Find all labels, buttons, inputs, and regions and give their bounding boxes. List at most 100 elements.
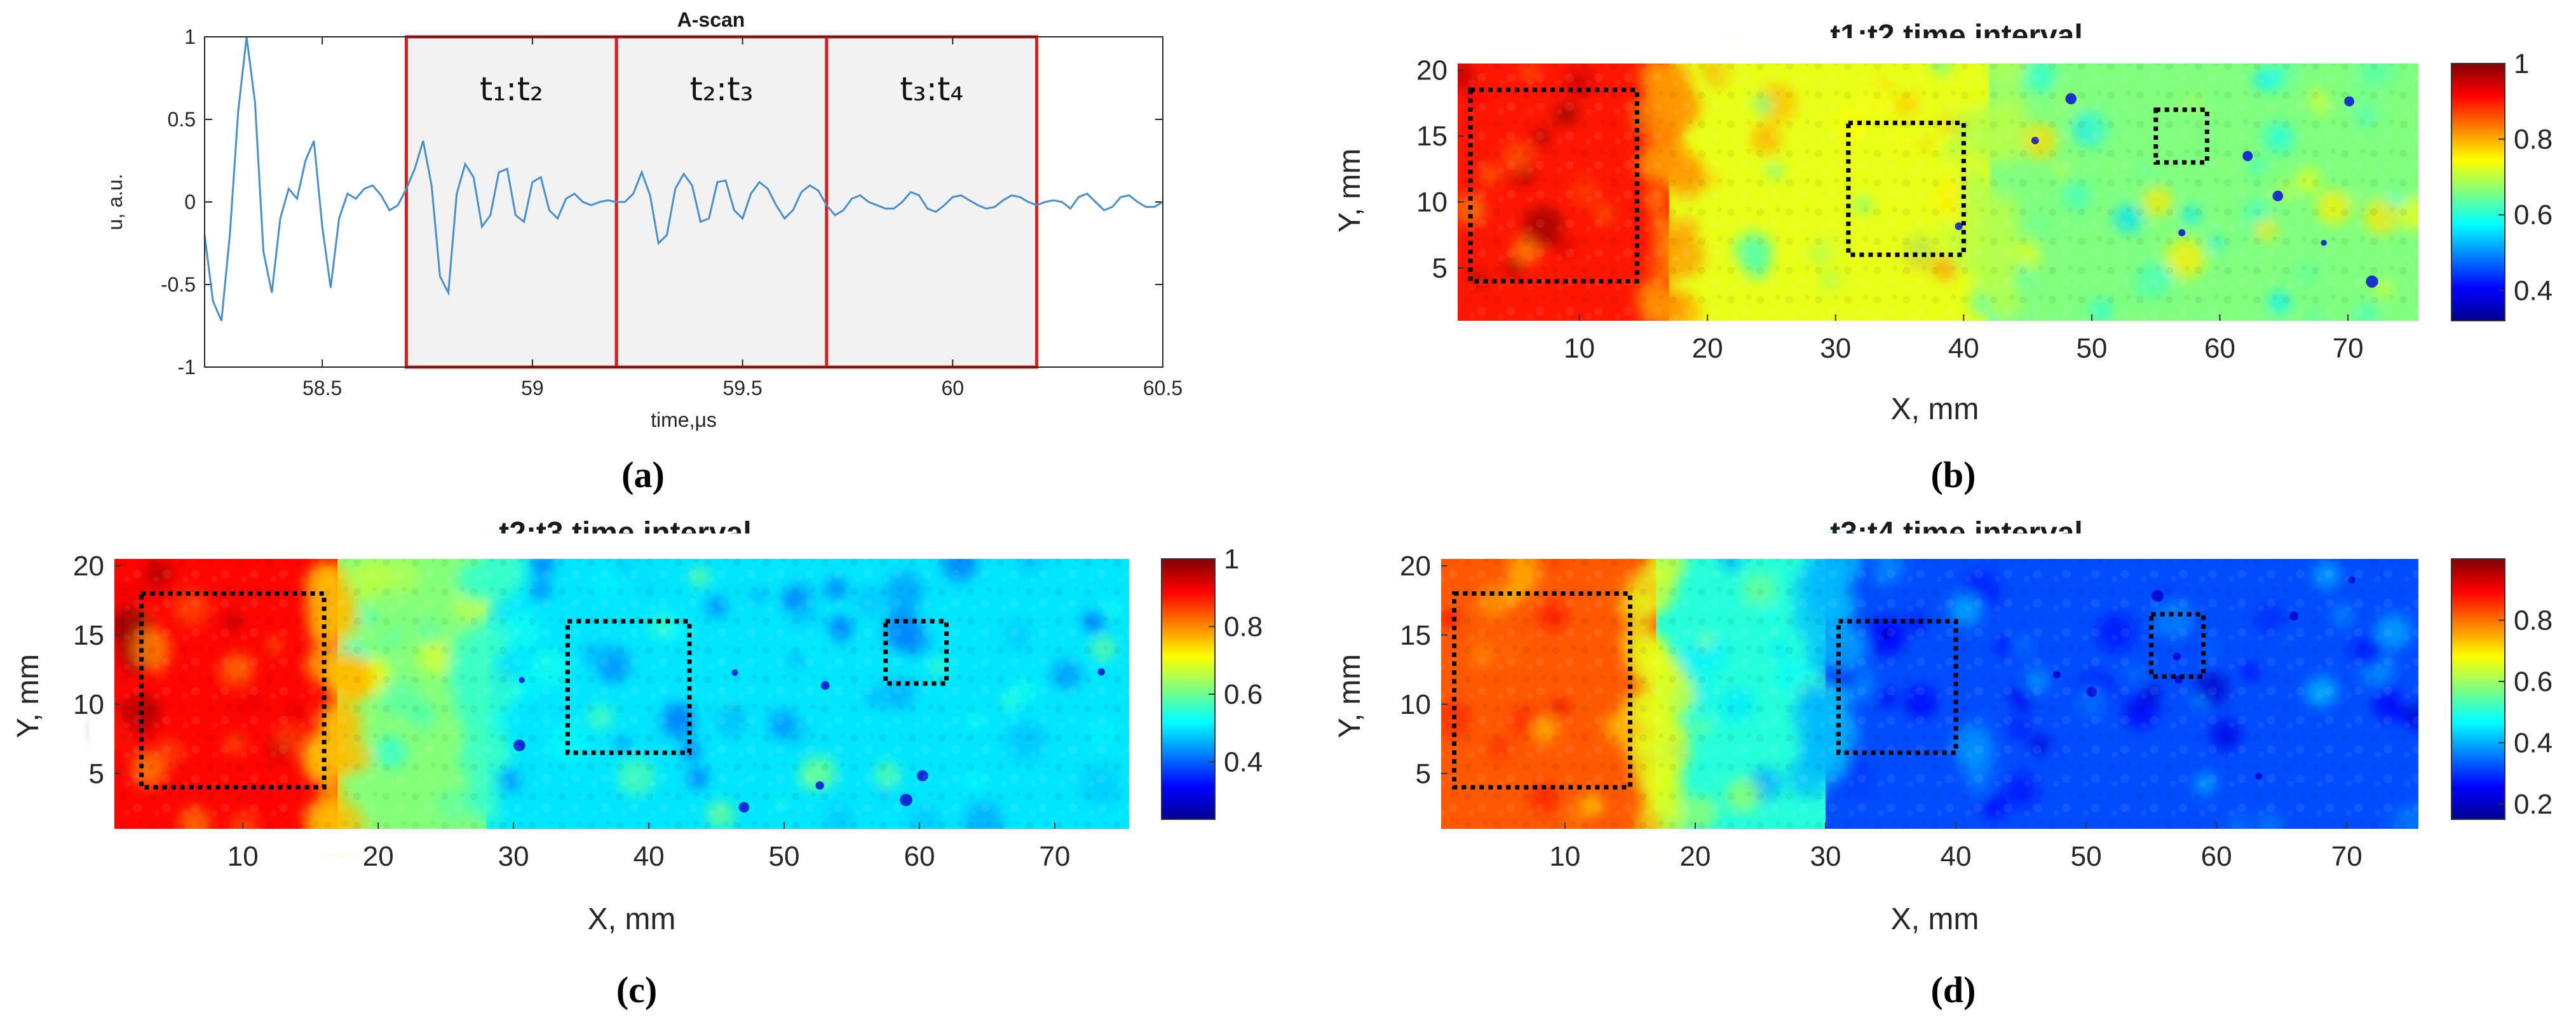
defect-boxes bbox=[1468, 88, 2209, 284]
x-tick-label: 10 bbox=[227, 841, 259, 872]
heatmap-mottle bbox=[1458, 64, 2418, 321]
interval-label: t₁:t₂ bbox=[480, 70, 543, 109]
y-tick-label: 5 bbox=[89, 758, 104, 789]
subfigure-label: (d) bbox=[1931, 969, 1976, 1010]
x-axis-label: X, mm bbox=[1891, 903, 1979, 936]
colorbar: 0.2 0.4 0.6 0.8 bbox=[2451, 558, 2552, 820]
axis-ticks: 10 20 30 40 50 60 70 5 10 15 20 bbox=[1400, 551, 2362, 872]
x-tick-label: 10 bbox=[1549, 841, 1580, 872]
y-tick-label: 1 bbox=[184, 25, 196, 48]
y-tick-label: 20 bbox=[1400, 551, 1431, 582]
y-tick-label: 5 bbox=[1432, 253, 1447, 284]
colorbar: 0.4 0.6 0.8 1 bbox=[2451, 48, 2552, 321]
heatmap-panel-d: t3:t4 time interval 10 20 30 40 50 60 70510152… bbox=[1333, 516, 2552, 1010]
heatmap-mask bbox=[2418, 38, 2444, 346]
defect-box bbox=[565, 619, 692, 755]
x-tick-label: 60 bbox=[904, 841, 935, 872]
x-tick-label: 60 bbox=[942, 377, 965, 399]
subfigure-label: (a) bbox=[621, 454, 665, 495]
y-axis-label: Y, mm bbox=[11, 654, 45, 738]
y-axis-label: Y, mm bbox=[1333, 654, 1367, 738]
colorbar-tick-label: 0.6 bbox=[2514, 199, 2552, 231]
colorbar-gradient bbox=[1161, 558, 1216, 820]
x-tick-label: 60 bbox=[2201, 841, 2232, 872]
heatmap-mask bbox=[1416, 829, 2444, 854]
heatmap-mask bbox=[89, 829, 1155, 854]
ascan-panel: A-scan t₁:t₂ t₂:t₃ t₃:t₄ 58.5 59 59.5 60 60.5 … bbox=[104, 8, 1183, 495]
defect-box bbox=[2153, 107, 2209, 165]
y-tick-label: 10 bbox=[73, 689, 104, 720]
y-axis-label: Y, mm bbox=[1333, 149, 1367, 232]
y-axis-label: u, a.u. bbox=[104, 174, 126, 231]
defect-boxes bbox=[139, 591, 949, 790]
heatmap-mask bbox=[89, 533, 114, 854]
x-tick-label: 58.5 bbox=[302, 377, 342, 399]
heatmap-mask bbox=[1432, 38, 2444, 64]
x-tick-label: 30 bbox=[1810, 841, 1841, 872]
x-tick-label: 40 bbox=[1941, 841, 1972, 872]
y-tick-label: 20 bbox=[1416, 55, 1447, 86]
colorbar-tick-label: 0.6 bbox=[1224, 679, 1263, 710]
y-tick-label: 10 bbox=[1400, 689, 1431, 720]
heatmap-mask bbox=[1432, 38, 1458, 346]
colorbar-gradient bbox=[2451, 558, 2505, 820]
y-tick-label: 15 bbox=[1416, 121, 1447, 152]
y-tick-labels: -1 -0.5 0 0.5 1 bbox=[161, 25, 196, 379]
heatmap-mottle bbox=[1441, 559, 2418, 829]
heatmap-image bbox=[1416, 533, 2444, 854]
y-tick-label: 15 bbox=[1400, 620, 1431, 651]
heatmap-panel-c: t2:t3 time interval 10 20 30 40 50 60 70510152… bbox=[11, 516, 1263, 1010]
colorbar-tick-label: 0.4 bbox=[2514, 727, 2552, 758]
colorbar-gradient bbox=[2451, 63, 2505, 321]
interval-boxes: t₁:t₂ t₂:t₃ t₃:t₄ bbox=[404, 35, 1039, 369]
series-line bbox=[203, 36, 1163, 321]
y-tick-label: -1 bbox=[178, 356, 196, 379]
y-tick-label: 5 bbox=[1416, 758, 1431, 789]
colorbar-tick-label: 0.4 bbox=[2514, 275, 2552, 306]
x-tick-label: 50 bbox=[2076, 333, 2107, 364]
x-tick-label: 20 bbox=[1679, 841, 1711, 872]
defect-box bbox=[2149, 612, 2206, 679]
x-tick-label: 70 bbox=[1039, 841, 1070, 872]
x-tick-label: 59 bbox=[521, 377, 544, 399]
x-axis-label: X, mm bbox=[588, 903, 676, 936]
x-axis-label: X, mm bbox=[1891, 393, 1979, 426]
x-tick-label: 59.5 bbox=[722, 377, 762, 399]
interval-box bbox=[404, 35, 618, 369]
heatmap-mask bbox=[2418, 533, 2444, 854]
subfigure-label: (c) bbox=[616, 969, 657, 1010]
subfigure-label: (b) bbox=[1931, 454, 1976, 495]
colorbar-tick-label: 0.6 bbox=[2514, 666, 2552, 697]
plot-area bbox=[204, 36, 1163, 368]
x-tick-label: 20 bbox=[1692, 333, 1723, 364]
x-tick-label: 70 bbox=[2333, 333, 2364, 364]
x-tick-label: 50 bbox=[769, 841, 800, 872]
y-tick-label: 0.5 bbox=[168, 108, 196, 131]
interval-label: t₃:t₄ bbox=[900, 70, 963, 109]
x-tick-label: 70 bbox=[2331, 841, 2362, 872]
heatmap-image bbox=[89, 533, 1155, 854]
colorbar-tick-label: 0.2 bbox=[2514, 789, 2552, 820]
x-tick-labels: 58.5 59 59.5 60 60.5 bbox=[302, 377, 1183, 399]
y-tick-label: 15 bbox=[73, 620, 104, 651]
colorbar-tick-label: 1 bbox=[2514, 48, 2529, 79]
colorbar-tick-label: 1 bbox=[1224, 544, 1239, 575]
defect-box bbox=[1468, 88, 1639, 284]
defect-box bbox=[1452, 591, 1632, 790]
heatmap-mottle bbox=[114, 559, 1129, 829]
x-tick-label: 40 bbox=[634, 841, 665, 872]
heatmap-mask bbox=[1416, 533, 1441, 854]
y-tick-label: -0.5 bbox=[161, 273, 196, 296]
x-tick-label: 60 bbox=[2204, 333, 2235, 364]
heatmap-image bbox=[1432, 38, 2444, 346]
axis-ticks: 10 20 30 40 50 60 70 5 10 15 20 bbox=[73, 551, 1070, 872]
x-tick-label: 10 bbox=[1564, 333, 1595, 364]
heatmap-mask bbox=[1416, 533, 2444, 559]
axis-ticks: 10 20 30 40 50 60 70 5 10 15 20 bbox=[1416, 55, 2364, 364]
x-axis-label: time,μs bbox=[651, 408, 717, 431]
heatmap-mask bbox=[1129, 533, 1155, 854]
x-tick-label: 30 bbox=[1820, 333, 1851, 364]
colorbar-tick-label: 0.8 bbox=[2514, 124, 2552, 155]
heatmap-panel-b: t1:t2 time interval 10 20 30 40 50 60 70510152… bbox=[1333, 19, 2552, 495]
